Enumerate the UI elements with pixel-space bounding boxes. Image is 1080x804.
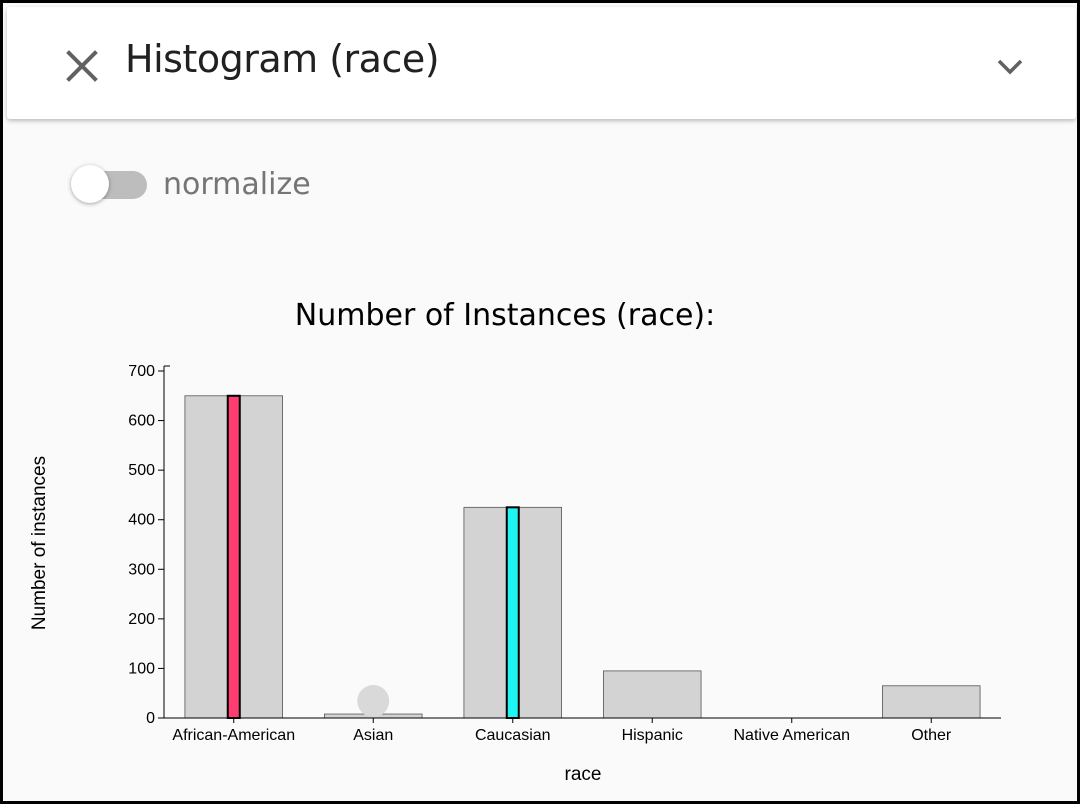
y-tick-label: 0 (146, 710, 155, 727)
y-axis-title: Number of instances (29, 456, 50, 630)
x-axis-title: race (565, 764, 602, 785)
bar-hispanic (603, 670, 702, 719)
x-tick-label: African-American (172, 727, 295, 744)
y-tick-label: 600 (128, 413, 155, 430)
x-tick-label: Asian (353, 727, 393, 744)
normalize-label: normalize (163, 167, 311, 202)
x-tick-label: Other (911, 727, 952, 744)
bar-other (882, 685, 981, 719)
chevron-down-icon (997, 59, 1023, 75)
panel-header: Histogram (race) (7, 7, 1076, 119)
toggle-knob (71, 165, 109, 203)
y-tick-label: 100 (128, 660, 155, 677)
y-tick-label: 300 (128, 561, 155, 578)
chart-title: Number of Instances (race): (295, 298, 715, 333)
x-tick-label: Native American (734, 727, 851, 744)
y-tick-label: 200 (128, 611, 155, 628)
highlight-bar-african-american (226, 394, 241, 719)
marker-asian (357, 685, 390, 717)
x-tick-label: Caucasian (475, 727, 551, 744)
panel-title: Histogram (race) (125, 37, 440, 81)
x-tick-label: Hispanic (622, 727, 683, 744)
y-tick-label: 700 (128, 363, 155, 380)
close-button[interactable] (59, 43, 105, 89)
highlight-bar-caucasian (505, 506, 520, 720)
y-tick-label: 400 (128, 512, 155, 529)
histogram-chart: Number of Instances (race): 0 100 200 300 400… (29, 298, 1001, 785)
y-tick-label: 500 (128, 462, 155, 479)
close-icon (66, 50, 98, 82)
normalize-toggle[interactable] (69, 163, 149, 207)
collapse-button[interactable] (987, 47, 1033, 87)
